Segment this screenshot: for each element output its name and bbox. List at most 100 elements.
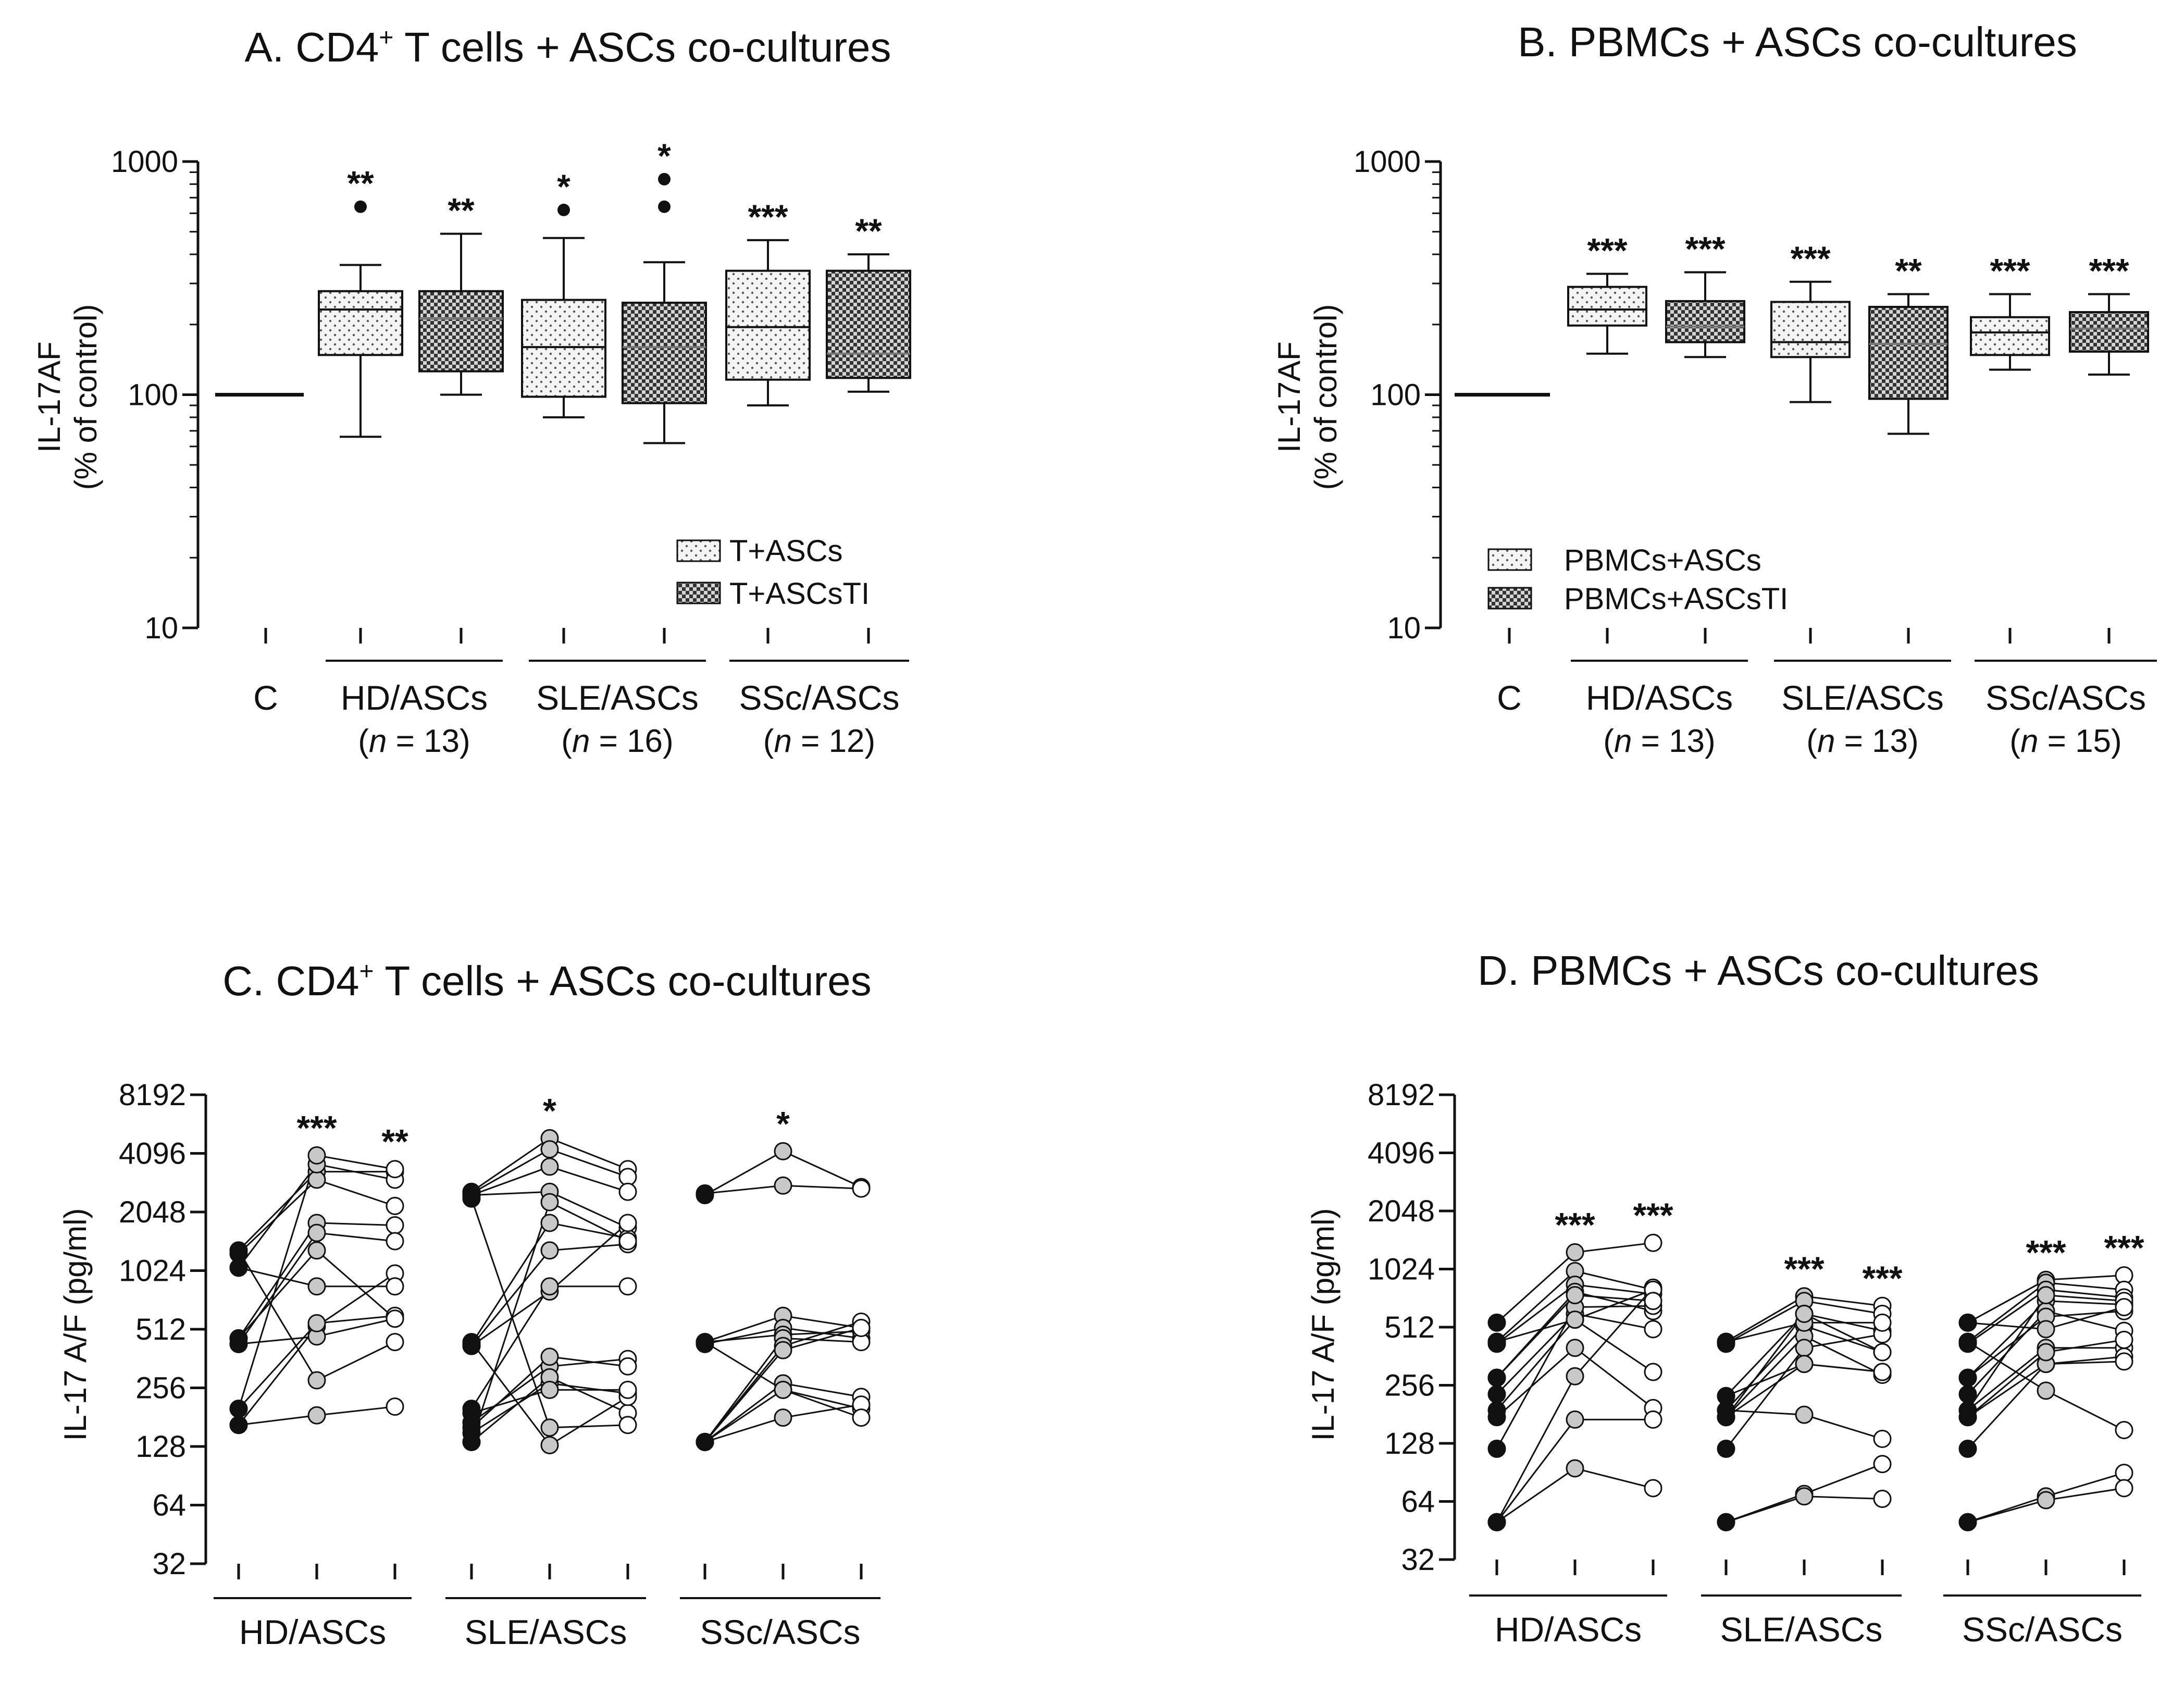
group-label: HD/ASCs	[1586, 678, 1733, 717]
n-var: n	[572, 723, 590, 759]
y-tick-label: 4096	[119, 1137, 186, 1171]
group-label: SLE/ASCs	[536, 678, 699, 717]
n-var: n	[774, 723, 791, 759]
data-point	[618, 1214, 637, 1232]
y-tick-label: 10	[1387, 611, 1421, 645]
panel-b-ylabel-2: (% of control)	[1308, 304, 1343, 490]
significance-label: ***	[2026, 1233, 2066, 1271]
data-point	[540, 1277, 559, 1296]
data-point	[1644, 1320, 1662, 1339]
significance-label: *	[776, 1104, 790, 1143]
y-tick-label: 128	[1384, 1427, 1435, 1461]
box-iqr	[1970, 316, 2050, 356]
data-point	[2115, 1464, 2133, 1482]
data-point	[386, 1277, 404, 1296]
outlier-point	[658, 200, 671, 213]
significance-label: ***	[748, 197, 788, 236]
data-point	[1644, 1410, 1662, 1429]
data-point	[696, 1333, 714, 1352]
data-point	[462, 1404, 481, 1423]
legend-label-1: T+ASCs	[729, 534, 843, 568]
y-tick-label: 32	[1401, 1543, 1435, 1577]
data-point	[2037, 1320, 2055, 1339]
data-point	[1795, 1355, 1814, 1374]
data-point	[462, 1333, 481, 1352]
data-point	[1566, 1339, 1584, 1357]
y-tick-label: 8192	[119, 1078, 186, 1112]
data-point	[774, 1380, 792, 1399]
data-point	[852, 1179, 871, 1198]
panel-b: B. PBMCs + ASCs co-cultures IL-17AF (% o…	[1272, 19, 2157, 759]
panel-a-title: A. CD4+ T cells + ASCs co-cultures	[244, 24, 891, 70]
control-label: C	[1497, 678, 1522, 717]
y-tick-label: 2048	[1368, 1194, 1435, 1228]
data-point	[540, 1347, 559, 1366]
n-prefix: (	[763, 723, 774, 759]
data-point	[618, 1232, 637, 1251]
data-point	[386, 1160, 404, 1179]
significance-label: ***	[1633, 1196, 1673, 1234]
y-tick-label: 256	[1384, 1369, 1435, 1403]
y-tick-label: 2048	[119, 1195, 186, 1229]
legend-label-2: T+ASCsTI	[729, 577, 870, 611]
data-point	[229, 1241, 248, 1260]
n-suffix: = 13)	[1632, 723, 1715, 759]
y-tick-label: 100	[128, 378, 178, 412]
significance-label: **	[855, 212, 882, 250]
data-point	[1873, 1313, 1892, 1332]
data-point	[540, 1214, 559, 1232]
data-point	[307, 1146, 326, 1165]
y-tick-label: 1000	[111, 145, 178, 179]
data-point	[2115, 1479, 2133, 1498]
significance-label: ***	[1685, 230, 1725, 268]
n-var: n	[1614, 723, 1632, 759]
data-point	[618, 1380, 637, 1399]
data-point	[2115, 1298, 2133, 1317]
panel-b-title: B. PBMCs + ASCs co-cultures	[1518, 19, 2077, 65]
data-point	[307, 1406, 326, 1425]
data-point	[462, 1432, 481, 1451]
data-point	[307, 1241, 326, 1260]
y-tick-label: 256	[135, 1371, 186, 1405]
data-point	[540, 1140, 559, 1159]
group-n-label: (n = 13)	[1603, 723, 1715, 759]
n-suffix: = 15)	[2038, 723, 2121, 759]
significance-label: ***	[1784, 1250, 1824, 1288]
data-point	[1958, 1332, 1977, 1351]
significance-label: ***	[1790, 239, 1830, 278]
significance-label: ***	[1555, 1205, 1595, 1244]
significance-label: ***	[1862, 1259, 1902, 1297]
box-iqr	[622, 301, 707, 404]
control-label: C	[253, 678, 278, 717]
pair-line	[238, 1272, 395, 1426]
box-iqr	[418, 290, 504, 373]
data-point	[774, 1176, 792, 1195]
data-point	[618, 1357, 637, 1376]
significance-label: ***	[2089, 251, 2129, 290]
legend-label-2: PBMCs+ASCsTI	[1564, 582, 1788, 616]
significance-label: **	[347, 164, 374, 203]
data-point	[1958, 1368, 1977, 1387]
legend-label-1: PBMCs+ASCs	[1564, 543, 1761, 577]
data-point	[774, 1341, 792, 1359]
n-var: n	[2020, 723, 2038, 759]
data-point	[852, 1318, 871, 1337]
group-n-label: (n = 16)	[561, 723, 673, 759]
outlier-point	[658, 172, 671, 185]
box-iqr	[318, 290, 403, 356]
data-point	[1958, 1408, 1977, 1427]
outlier-point	[354, 200, 367, 213]
box-iqr	[1770, 301, 1851, 358]
y-tick-label: 32	[152, 1547, 186, 1581]
data-point	[1717, 1513, 1735, 1531]
n-prefix: (	[561, 723, 572, 759]
data-point	[2037, 1343, 2055, 1362]
box-iqr	[2069, 311, 2149, 353]
data-point	[618, 1182, 637, 1201]
legend-swatch-check	[1487, 587, 1532, 610]
data-point	[1644, 1363, 1662, 1381]
significance-label: ***	[296, 1108, 337, 1147]
data-point	[540, 1436, 559, 1454]
legend-swatch-dots	[676, 539, 721, 562]
group-label: HD/ASCs	[239, 1613, 386, 1651]
